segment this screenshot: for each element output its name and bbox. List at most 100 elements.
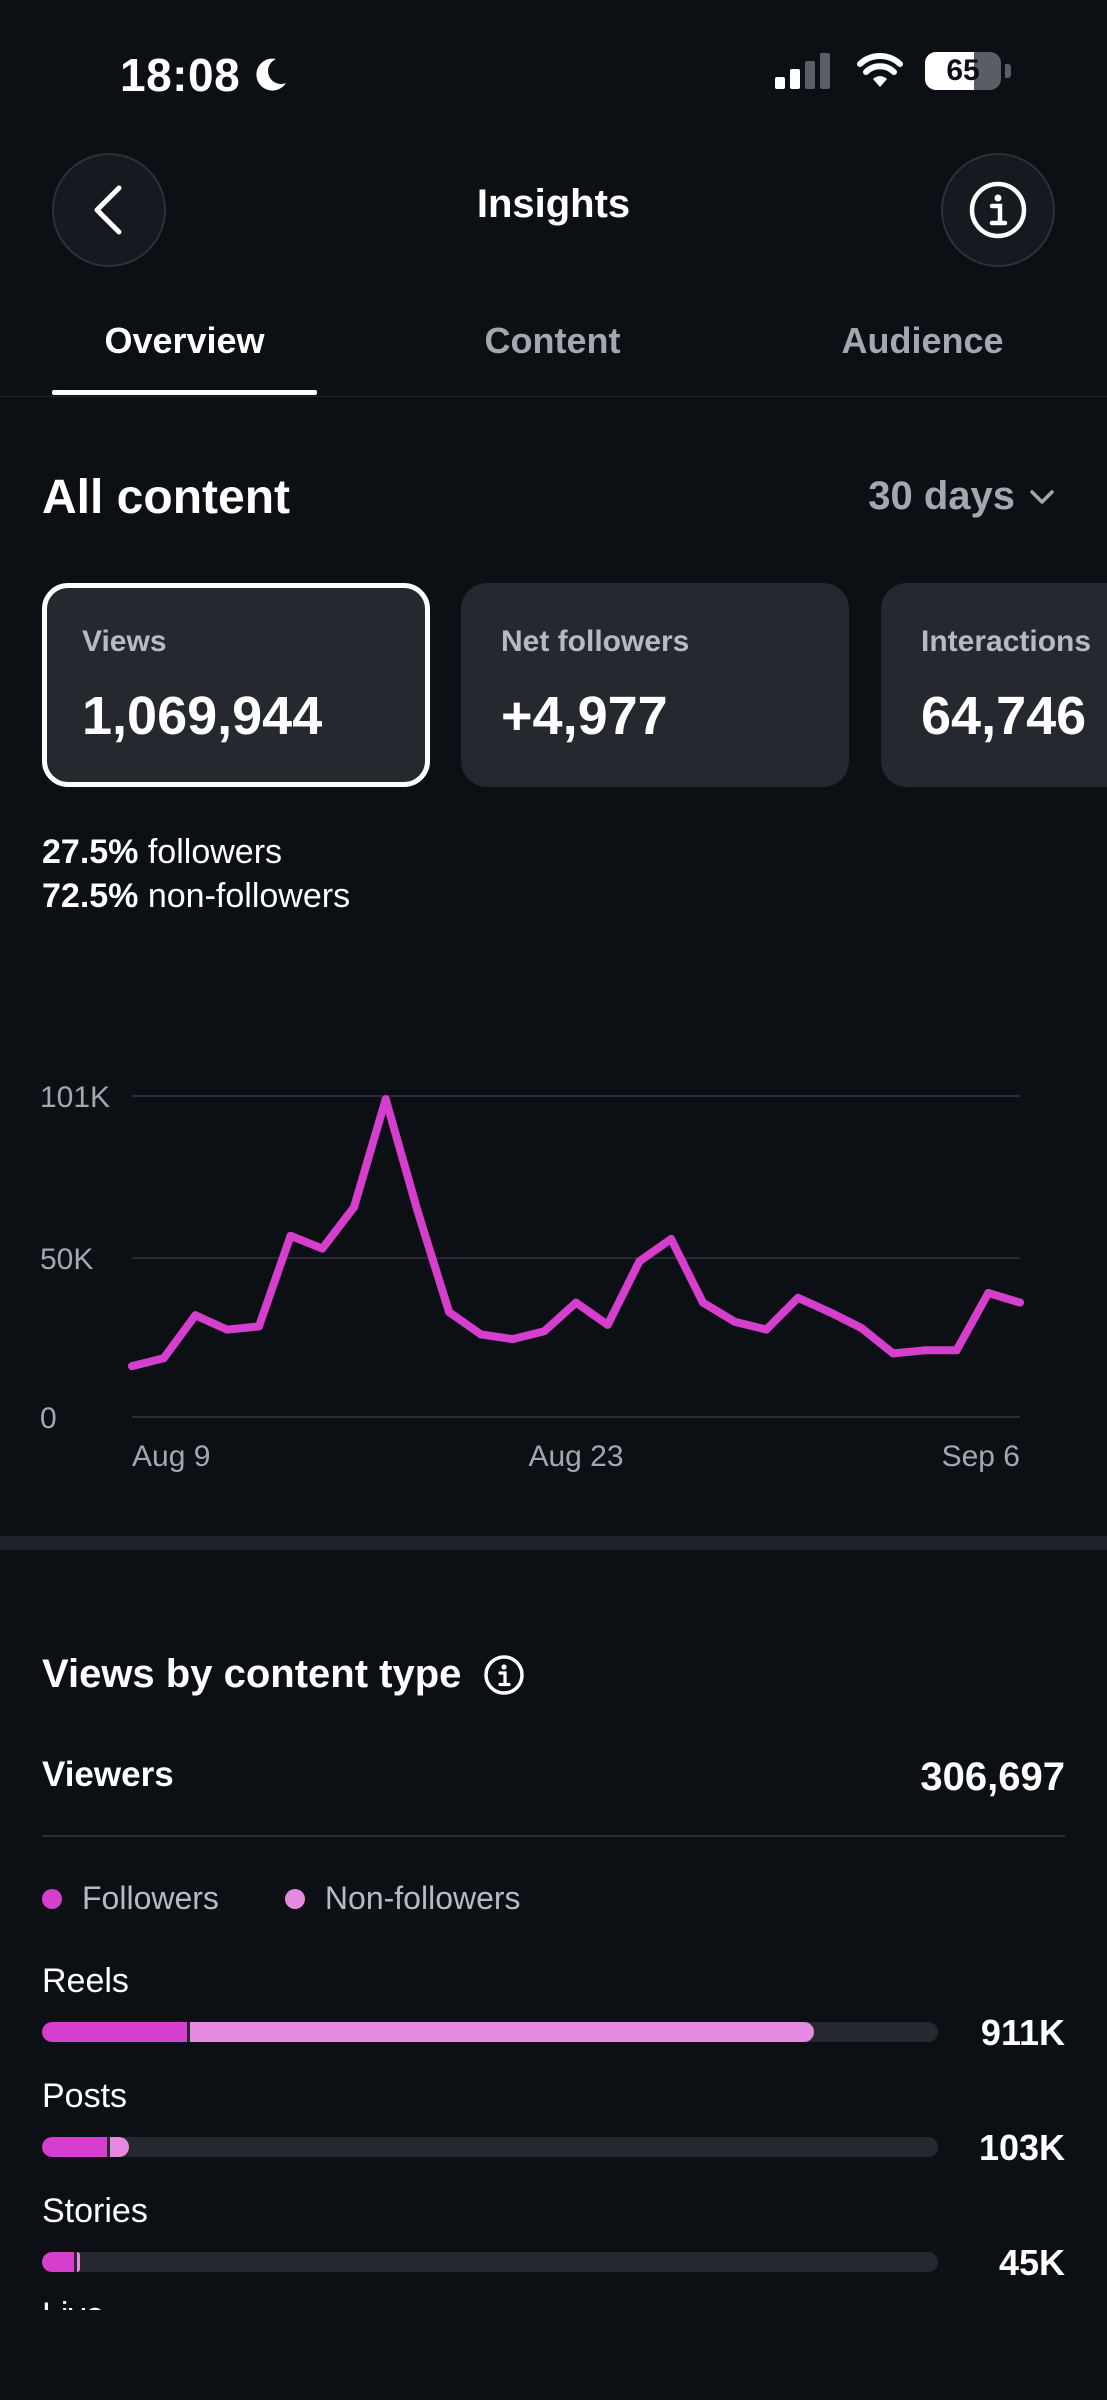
metric-label: Views [82, 625, 167, 658]
views-line-chart: 101K 50K 0 Aug 9 Aug 23 Sep 6 [40, 1081, 1024, 1473]
info-icon[interactable] [483, 1654, 525, 1696]
bar-non-followers-segment [190, 2022, 815, 2042]
breakdown-followers: 27.5% followers [42, 830, 350, 874]
views-data-point [476, 1330, 485, 1339]
content-type-label: Stories [42, 2192, 148, 2230]
content-type-bar [42, 2137, 938, 2157]
x-tick-label: Aug 23 [528, 1440, 623, 1473]
views-data-point [889, 1349, 898, 1358]
battery-icon: 65 [925, 52, 1001, 90]
views-data-point [128, 1362, 136, 1371]
views-data-point [667, 1235, 676, 1244]
content-type-bar [42, 2252, 938, 2272]
bar-non-followers-segment [77, 2252, 80, 2272]
views-data-point [603, 1320, 612, 1329]
tab-overview[interactable]: Overview [104, 320, 265, 361]
scroll-cutoff [0, 2310, 1107, 2400]
battery-level: 65 [946, 54, 980, 87]
content-type-value: 911K [980, 2012, 1065, 2053]
date-range-label: 30 days [868, 474, 1015, 518]
chart-legend: Followers Non-followers [42, 1880, 587, 1917]
bar-followers-segment [42, 2137, 107, 2157]
y-tick-label: 0 [40, 1402, 57, 1435]
legend-dot [284, 1888, 305, 1909]
battery-nub [1005, 64, 1011, 78]
breakdown-label: non-followers [147, 877, 351, 915]
moon-icon [256, 58, 287, 91]
views-data-point [413, 1206, 422, 1215]
views-data-point [920, 1346, 929, 1355]
chevron-left-icon [94, 185, 122, 235]
status-time: 18:08 [120, 48, 290, 102]
views-data-point [762, 1325, 771, 1334]
wifi-icon [857, 53, 903, 87]
legend-dot [42, 1888, 62, 1909]
views-data-point [445, 1308, 454, 1317]
metric-value: 1,069,944 [82, 686, 323, 746]
info-icon [969, 181, 1027, 239]
content-type-label: Reels [42, 1962, 129, 2000]
viewers-value: 306,697 [920, 1755, 1065, 1799]
breakdown-pct: 72.5% [42, 877, 139, 915]
back-button[interactable] [52, 153, 166, 267]
views-data-point [857, 1324, 866, 1333]
bar-non-followers-segment [109, 2137, 129, 2157]
metric-card-views[interactable]: Views 1,069,944 [42, 583, 430, 787]
metric-card-interactions[interactable]: Interactions 64,746 [881, 583, 1107, 787]
battery-fill [925, 52, 975, 90]
bar-followers-segment [42, 2252, 75, 2272]
metric-value: +4,977 [501, 686, 668, 746]
cellular-signal-icon [775, 53, 830, 89]
views-data-point [1016, 1298, 1024, 1307]
info-button[interactable] [941, 153, 1055, 267]
metric-label: Net followers [501, 625, 690, 658]
content-type-bar [42, 2022, 938, 2042]
audience-breakdown: 27.5% followers 72.5% non-followers [42, 830, 350, 918]
views-series-line [128, 1095, 1024, 1371]
views-data-point [825, 1308, 834, 1317]
breakdown-non-followers: 72.5% non-followers [42, 874, 350, 918]
status-time-text: 18:08 [120, 49, 241, 101]
x-tick-label: Sep 6 [942, 1440, 1020, 1473]
content-type-value: 45K [998, 2242, 1065, 2283]
active-tab-indicator [52, 390, 317, 395]
views-data-point [572, 1298, 580, 1307]
views-data-point [794, 1293, 802, 1302]
views-data-point [508, 1335, 517, 1344]
metric-card-net-followers[interactable]: Net followers +4,977 [461, 583, 849, 787]
views-data-point [254, 1322, 263, 1331]
views-data-point [350, 1203, 358, 1212]
viewers-label: Viewers [42, 1755, 174, 1794]
views-data-point [984, 1289, 993, 1298]
page-title: Insights [476, 182, 631, 226]
bar-followers-segment [42, 2022, 188, 2042]
y-tick-label: 101K [40, 1081, 110, 1114]
metric-value: 64,746 [921, 686, 1087, 746]
tab-bar: Overview Content Audience [0, 320, 1107, 397]
legend-item-non-followers: Non-followers [284, 1880, 521, 1917]
views-data-point [952, 1346, 961, 1355]
content-type-label: Posts [42, 2077, 128, 2115]
chevron-down-icon [1030, 489, 1054, 504]
legend-item-followers: Followers [42, 1880, 219, 1917]
views-data-point [635, 1257, 644, 1266]
views-data-point [286, 1231, 295, 1240]
views-data-point [381, 1095, 390, 1104]
section-title: All content [42, 471, 290, 524]
views-data-point [318, 1244, 327, 1253]
legend-label: Followers [82, 1880, 219, 1916]
section-divider [0, 1536, 1107, 1550]
breakdown-pct: 27.5% [42, 833, 139, 871]
tab-audience[interactable]: Audience [841, 320, 1004, 361]
views-data-point [730, 1317, 739, 1326]
views-by-type-title: Views by content type [42, 1652, 462, 1696]
date-range-dropdown[interactable]: 30 days [868, 474, 1055, 519]
next-content-type-label: Live videos [42, 2298, 172, 2310]
tab-content[interactable]: Content [484, 320, 621, 361]
legend-label: Non-followers [324, 1880, 521, 1916]
views-data-point [159, 1354, 168, 1363]
content-type-value: 103K [978, 2127, 1065, 2168]
views-data-point [191, 1311, 200, 1320]
breakdown-label: followers [147, 833, 283, 871]
status-indicators: 65 [775, 52, 1011, 90]
